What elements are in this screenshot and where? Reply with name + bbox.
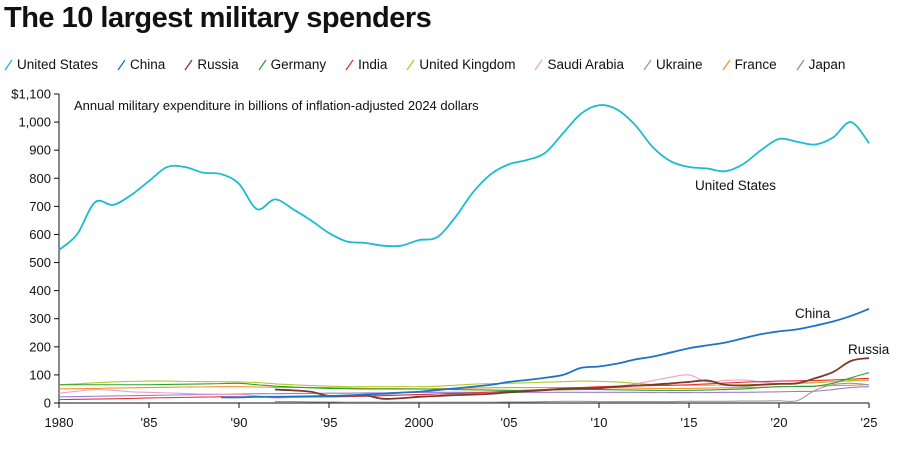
y-tick-label: 0 bbox=[44, 396, 51, 411]
legend-swatch-icon bbox=[258, 59, 267, 70]
y-tick-label: 1,000 bbox=[18, 115, 51, 130]
y-tick-label: 500 bbox=[29, 255, 51, 270]
series-line-japan bbox=[58, 386, 870, 398]
legend-item: Saudi Arabia bbox=[534, 57, 624, 72]
legend-item: Japan bbox=[796, 57, 846, 72]
legend-swatch-icon bbox=[345, 59, 354, 70]
x-tick-label: '20 bbox=[771, 415, 788, 430]
legend-item: China bbox=[117, 57, 165, 72]
x-tick-label: '05 bbox=[501, 415, 518, 430]
legend-label: Saudi Arabia bbox=[547, 57, 625, 72]
y-tick-label: 400 bbox=[29, 283, 51, 298]
legend-item: Russia bbox=[184, 57, 239, 72]
line-label: Russia bbox=[848, 342, 890, 357]
y-tick-label: 700 bbox=[29, 199, 51, 214]
series-line-united-states bbox=[58, 104, 870, 251]
legend-label: India bbox=[358, 57, 388, 72]
legend-item: Ukraine bbox=[643, 57, 703, 72]
legend-label: United Kingdom bbox=[419, 57, 516, 72]
y-tick-label: $1,100 bbox=[11, 87, 51, 102]
legend-item: India bbox=[345, 57, 387, 72]
x-tick-label: '10 bbox=[591, 415, 608, 430]
legend-item: United Kingdom bbox=[406, 57, 515, 72]
series-line-germany bbox=[59, 372, 870, 391]
legend-label: Germany bbox=[270, 57, 327, 72]
series-line-russia bbox=[274, 357, 870, 400]
legend-item: United States bbox=[4, 57, 98, 72]
x-tick-label: '15 bbox=[681, 415, 698, 430]
legend-swatch-icon bbox=[406, 59, 415, 70]
legend-swatch-icon bbox=[4, 59, 13, 70]
x-tick-label: '25 bbox=[861, 415, 878, 430]
series-line-ukraine bbox=[274, 382, 870, 403]
series-line-india bbox=[58, 377, 870, 401]
legend: United States China Russia Germany India Unit… bbox=[4, 57, 864, 72]
legend-item: Germany bbox=[258, 57, 327, 72]
legend-label: France bbox=[734, 57, 777, 72]
x-tick-label: '85 bbox=[141, 415, 158, 430]
series-line-china bbox=[220, 308, 870, 399]
legend-swatch-icon bbox=[722, 59, 731, 70]
chart-title: The 10 largest military spenders bbox=[4, 2, 432, 34]
legend-swatch-icon bbox=[117, 59, 126, 70]
legend-swatch-icon bbox=[643, 59, 652, 70]
legend-label: Russia bbox=[197, 57, 239, 72]
y-tick-label: 300 bbox=[29, 311, 51, 326]
legend-label: Ukraine bbox=[656, 57, 703, 72]
x-tick-label: 2000 bbox=[405, 415, 434, 430]
x-tick-label: '90 bbox=[231, 415, 248, 430]
line-label: United States bbox=[695, 178, 776, 193]
chart-annotation: Annual military expenditure in billions … bbox=[74, 98, 479, 113]
x-tick-label: 1980 bbox=[45, 415, 74, 430]
y-tick-label: 900 bbox=[29, 143, 51, 158]
x-tick-label: '95 bbox=[321, 415, 338, 430]
y-tick-label: 200 bbox=[29, 339, 51, 354]
legend-label: United States bbox=[17, 57, 99, 72]
y-tick-label: 100 bbox=[29, 367, 51, 382]
legend-label: Japan bbox=[808, 57, 846, 72]
legend-swatch-icon bbox=[534, 59, 544, 70]
legend-swatch-icon bbox=[796, 59, 805, 70]
y-tick-label: 800 bbox=[29, 171, 51, 186]
legend-label: China bbox=[130, 57, 166, 72]
y-tick-label: 600 bbox=[29, 227, 51, 242]
line-label: China bbox=[795, 306, 831, 321]
legend-swatch-icon bbox=[184, 59, 193, 70]
legend-item: France bbox=[722, 57, 777, 72]
